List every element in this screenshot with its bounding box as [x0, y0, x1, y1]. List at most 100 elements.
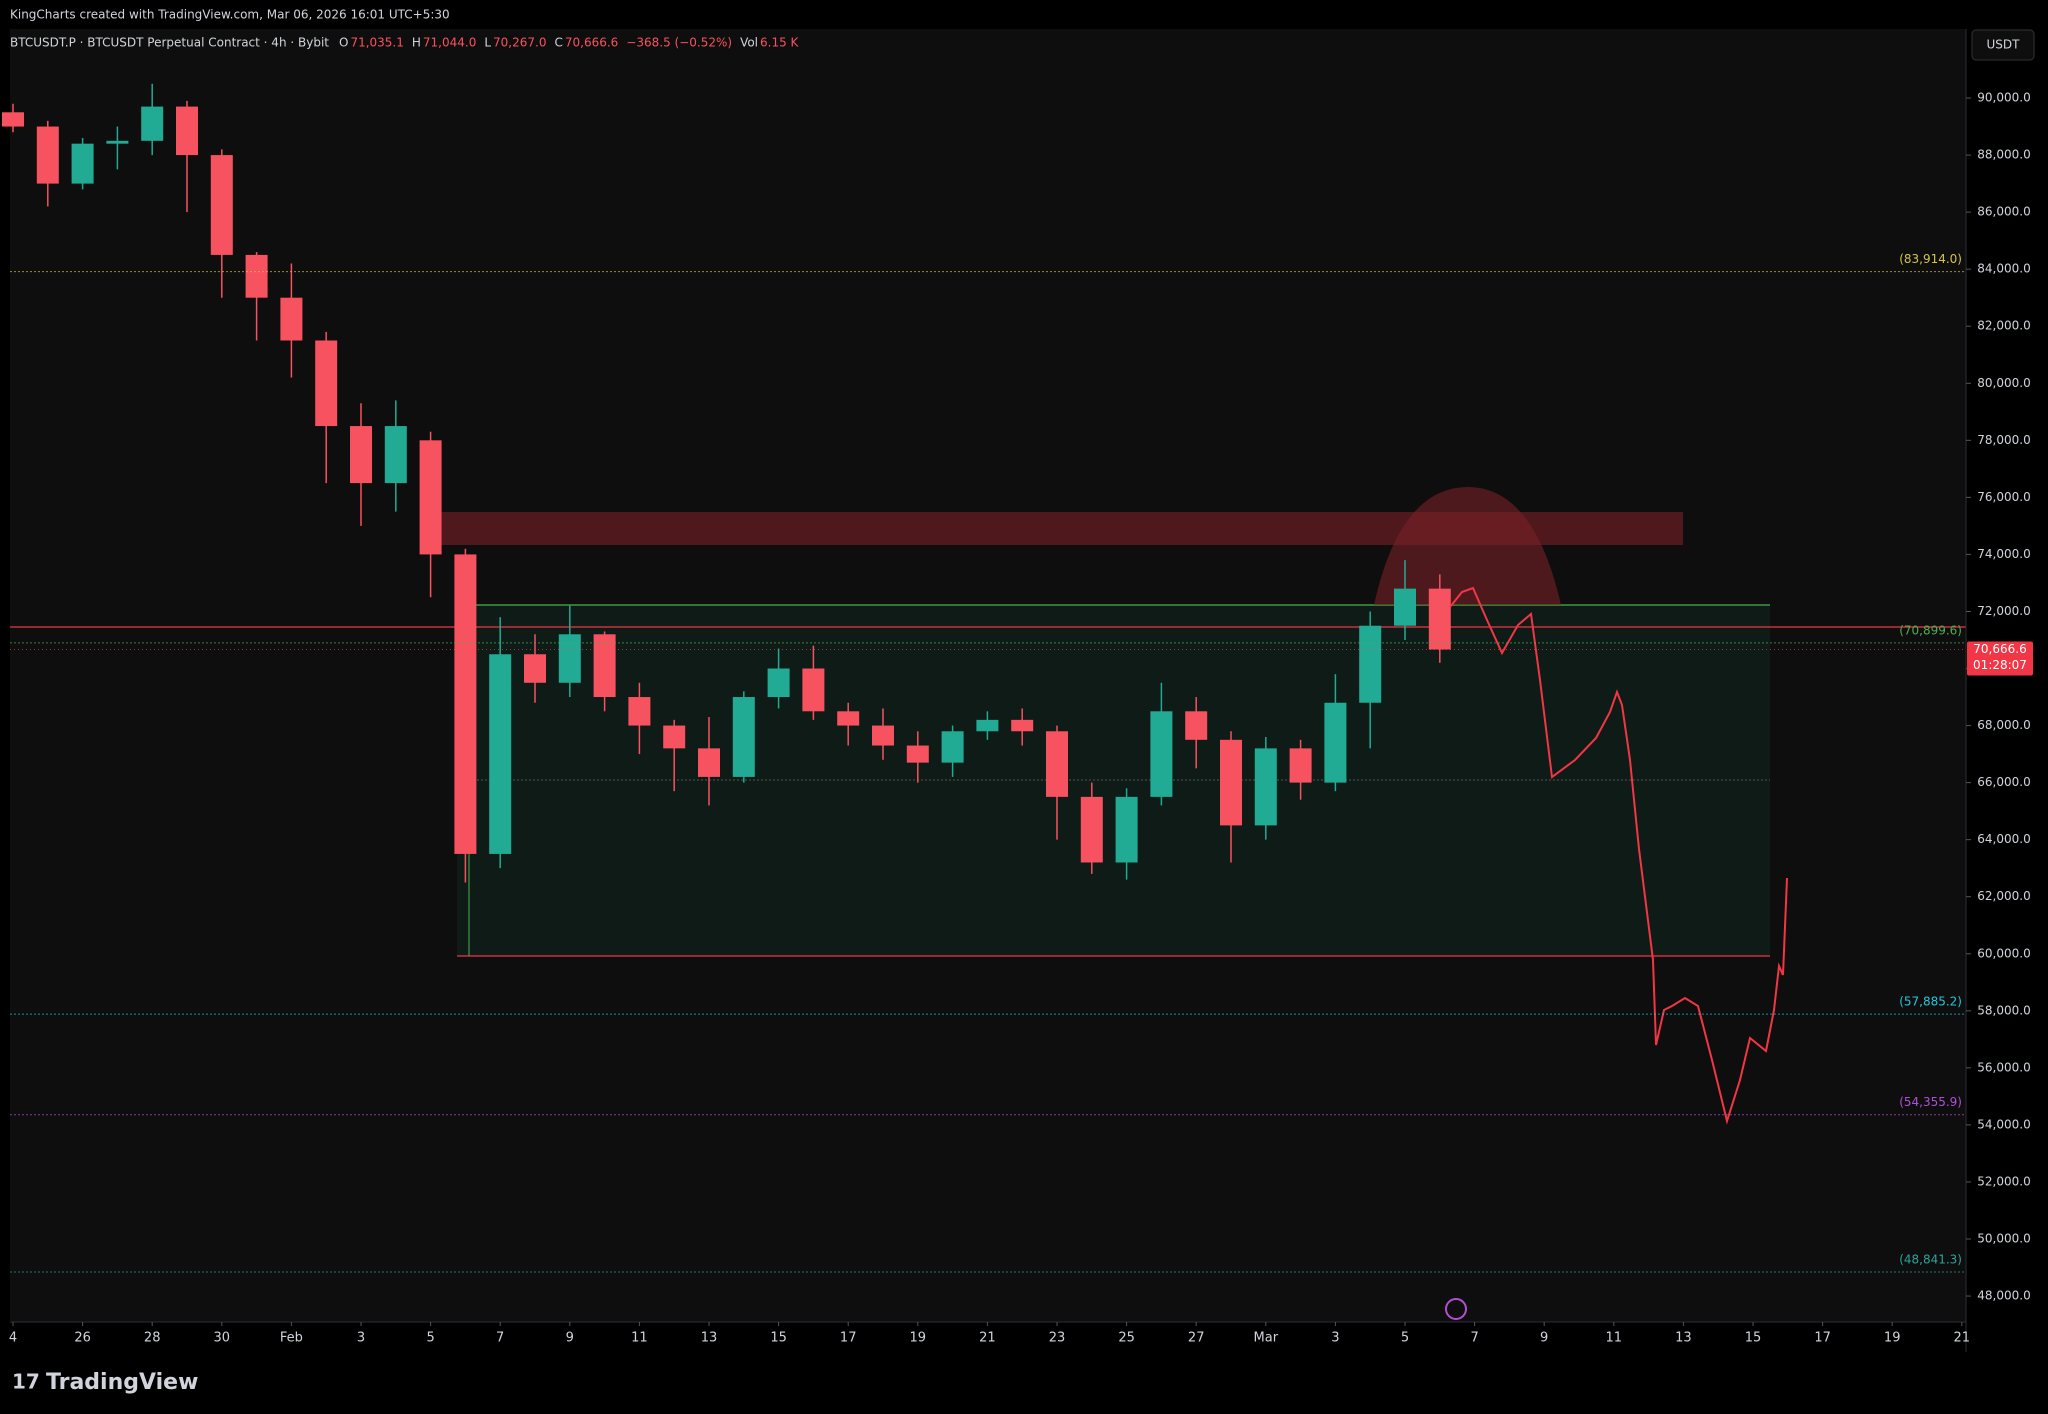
- level-label: (48,841.3): [1899, 1253, 1962, 1267]
- x-tick-label: 25: [1118, 1331, 1135, 1346]
- x-tick-label: 5: [1401, 1331, 1409, 1346]
- x-tick-label: 17: [840, 1331, 857, 1346]
- ohlc-key: H: [412, 36, 421, 50]
- x-tick-label: 30: [214, 1331, 231, 1346]
- candle-body: [732, 697, 755, 777]
- credit: KingCharts created with TradingView.com,…: [10, 8, 450, 22]
- x-tick-label: 11: [631, 1331, 648, 1346]
- x-tick-label: 15: [1745, 1331, 1762, 1346]
- ohlc-key: L: [484, 36, 491, 50]
- volume-value: 6.15 K: [760, 36, 800, 50]
- x-tick-label: 3: [357, 1331, 365, 1346]
- symbol: BTCUSDT.P · BTCUSDT Perpetual Contract ·…: [10, 36, 329, 50]
- ohlc-value: 71,044.0: [423, 36, 476, 50]
- candle-body: [698, 748, 720, 777]
- currency[interactable]: USDT: [1987, 38, 2021, 52]
- candle-body: [2, 112, 24, 127]
- candle-body: [558, 634, 581, 683]
- candle-body: [802, 668, 825, 712]
- y-tick-label: 80,000.0: [1977, 376, 2030, 390]
- candle-body: [245, 254, 268, 298]
- candle-body: [71, 143, 94, 184]
- y-tick-label: 62,000.0: [1977, 889, 2030, 903]
- candle-body: [384, 426, 407, 484]
- candle-body: [106, 140, 129, 144]
- y-tick-label: 86,000.0: [1977, 205, 2030, 219]
- candle-body: [1150, 711, 1173, 797]
- x-tick-label: 7: [1470, 1331, 1478, 1346]
- x-tick-label: 7: [496, 1331, 504, 1346]
- y-tick-label: 76,000.0: [1977, 490, 2030, 504]
- candle-body: [906, 745, 929, 763]
- ohlc-key: O: [339, 36, 348, 50]
- candle-body: [419, 440, 442, 555]
- ohlc-key: C: [554, 36, 562, 50]
- x-tick-label: Mar: [1254, 1331, 1279, 1346]
- currency-button[interactable]: [1971, 29, 2035, 61]
- candle-body: [280, 297, 303, 341]
- x-tick-label: Feb: [280, 1331, 303, 1346]
- candle-body: [1428, 588, 1451, 650]
- ohlc-value: 70,666.6: [565, 36, 618, 50]
- y-tick-label: 68,000.0: [1977, 718, 2030, 732]
- x-tick-label: 17: [1814, 1331, 1831, 1346]
- brand: TradingView: [46, 1370, 198, 1395]
- candle-body: [1394, 588, 1416, 626]
- candle-body: [593, 634, 616, 698]
- x-tick-label: 23: [1049, 1331, 1066, 1346]
- candle-body: [36, 126, 59, 184]
- x-tick-label: 21: [1954, 1331, 1971, 1346]
- y-tick-label: 56,000.0: [1977, 1060, 2030, 1074]
- event-icon[interactable]: [1445, 1298, 1467, 1320]
- candles: [2, 83, 1451, 883]
- candle-body: [1080, 796, 1103, 863]
- volume-key: Vol: [740, 36, 758, 50]
- x-tick-label: 13: [701, 1331, 718, 1346]
- change: −368.5 (−0.52%): [626, 36, 732, 50]
- level-label: (54,355.9): [1899, 1095, 1962, 1109]
- candle-body: [454, 554, 477, 854]
- arc: [1374, 487, 1561, 605]
- candle-body: [837, 711, 860, 726]
- candle-body: [1324, 702, 1347, 783]
- candle-body: [767, 668, 790, 698]
- ohlc-value: 71,035.1: [350, 36, 403, 50]
- y-tick-label: 88,000.0: [1977, 148, 2030, 162]
- candle-body: [210, 155, 233, 255]
- candle-body: [628, 697, 651, 726]
- candle-body: [941, 731, 964, 763]
- candle-body: [1115, 796, 1138, 863]
- x-tick-label: 19: [910, 1331, 927, 1346]
- legend: BTCUSDT.P · BTCUSDT Perpetual Contract ·…: [10, 36, 800, 50]
- y-tick-label: 50,000.0: [1977, 1231, 2030, 1245]
- last-price-label: 70,666.6: [1973, 642, 2026, 656]
- candle-body: [176, 106, 198, 156]
- candle-body: [1046, 731, 1068, 797]
- candle-body: [524, 654, 546, 683]
- candle-body: [976, 719, 999, 732]
- x-tick-label: 19: [1884, 1331, 1901, 1346]
- x-tick-label: 13: [1675, 1331, 1692, 1346]
- y-tick-label: 74,000.0: [1977, 547, 2030, 561]
- y-tick-label: 58,000.0: [1977, 1003, 2030, 1017]
- x-tick-label: 9: [566, 1331, 574, 1346]
- level-label: (70,899.6): [1899, 623, 1962, 637]
- countdown: 01:28:07: [1973, 658, 2027, 672]
- y-tick-label: 60,000.0: [1977, 946, 2030, 960]
- candle-body: [350, 426, 372, 484]
- y-tick-label: 78,000.0: [1977, 433, 2030, 447]
- x-tick-label: 28: [144, 1331, 161, 1346]
- candle-body: [1220, 739, 1242, 826]
- candle-body: [1289, 748, 1312, 783]
- level-label: (83,914.0): [1899, 252, 1962, 266]
- projection-path: [1449, 586, 1788, 1125]
- x-tick-label: 21: [979, 1331, 996, 1346]
- x-tick-label: 5: [426, 1331, 434, 1346]
- x-tick-label: 26: [74, 1331, 91, 1346]
- ohlc-value: 70,267.0: [493, 36, 546, 50]
- candle-body: [489, 654, 512, 854]
- candle-body: [1011, 719, 1034, 732]
- candle-body: [315, 340, 338, 427]
